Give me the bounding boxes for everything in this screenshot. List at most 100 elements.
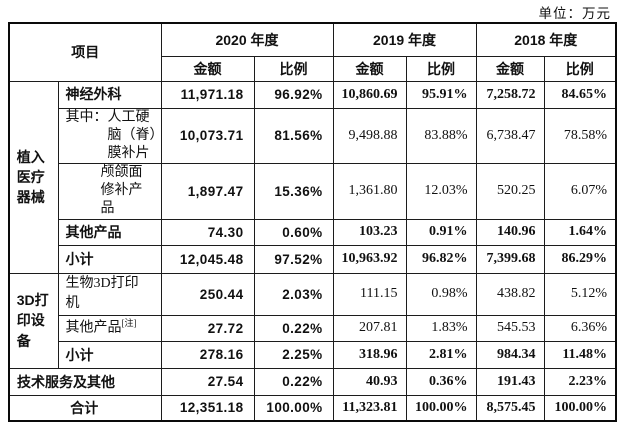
- cell-2018-amount: 6,738.47: [475, 107, 545, 165]
- header-year-2019: 2019 年度: [332, 22, 477, 57]
- group-label-3d-printing: 3D打印设备: [8, 272, 59, 369]
- cell-2018-ratio: 2.23%: [543, 367, 617, 396]
- table-row: 植入医疗器械 神经外科 11,971.18 96.92% 10,860.69 9…: [8, 80, 617, 274]
- row-label-prefix: 其中：: [65, 109, 108, 125]
- cell-2019-amount: 318.96: [332, 340, 407, 369]
- cell-2019-ratio: 95.91%: [405, 80, 477, 109]
- cell-2020-amount: 12,045.48: [160, 244, 255, 274]
- cell-2018-ratio: 6.07%: [543, 163, 617, 220]
- cell-2018-amount: 7,258.72: [475, 80, 545, 109]
- row-label: 其中： 人工硬脑（脊）膜补片: [57, 107, 162, 165]
- cell-2020-amount: 74.30: [160, 218, 255, 246]
- cell-2020-ratio: 97.52%: [253, 244, 334, 274]
- cell-2020-amount: 10,073.71: [160, 107, 255, 165]
- cell-2018-ratio: 6.36%: [543, 314, 617, 342]
- cell-2018-amount: 191.43: [475, 367, 545, 396]
- cell-2019-amount: 10,860.69: [332, 80, 407, 109]
- table-row: 3D打印设备 生物3D打印机 250.44 2.03% 111.15 0.98%…: [8, 272, 617, 369]
- cell-2020-ratio: 15.36%: [253, 163, 334, 220]
- cell-2019-amount: 40.93: [332, 367, 407, 396]
- cell-2020-amount: 1,897.47: [160, 163, 255, 220]
- row-label: 小计: [57, 340, 162, 369]
- cell-2018-amount: 984.34: [475, 340, 545, 369]
- cell-2018-amount: 140.96: [475, 218, 545, 246]
- cell-2019-ratio: 0.98%: [405, 272, 477, 316]
- row-label-name: 颅颌面修补产品: [100, 165, 143, 217]
- table-row: 其他产品[注] 27.72 0.22% 207.81 1.83% 545.53 …: [9, 314, 617, 342]
- cell-2019-ratio: 100.00%: [405, 394, 477, 422]
- cell-2019-ratio: 1.83%: [405, 314, 477, 342]
- footnote-marker: [注]: [121, 318, 137, 329]
- table-row: 小计 12,045.48 97.52% 10,963.92 96.82% 7,3…: [9, 244, 617, 274]
- cell-2018-ratio: 1.64%: [543, 218, 617, 246]
- cell-2020-ratio: 0.22%: [253, 367, 334, 396]
- cell-2018-amount: 520.25: [475, 163, 545, 220]
- row-label: 神经外科: [57, 80, 162, 109]
- cell-2019-amount: 11,323.81: [332, 394, 407, 422]
- cell-2019-amount: 207.81: [332, 314, 407, 342]
- cell-2019-ratio: 12.03%: [405, 163, 477, 220]
- cell-2019-ratio: 0.91%: [405, 218, 477, 246]
- row-label: 生物3D打印机: [57, 272, 162, 316]
- header-item: 项目: [8, 22, 162, 82]
- cell-2018-amount: 438.82: [475, 272, 545, 316]
- header-amount-2020: 金额: [160, 55, 255, 82]
- cell-2020-ratio: 0.60%: [253, 218, 334, 246]
- cell-2020-amount: 12,351.18: [160, 394, 255, 422]
- cell-2019-ratio: 0.36%: [405, 367, 477, 396]
- header-ratio-2019: 比例: [405, 55, 477, 82]
- row-label-name: 生物3D打印机: [65, 275, 139, 312]
- cell-2020-amount: 11,971.18: [160, 80, 255, 109]
- table-row: 其中： 人工硬脑（脊）膜补片 10,073.71 81.56% 9,498.88…: [9, 107, 617, 165]
- cell-2019-amount: 10,963.92: [332, 244, 407, 274]
- cell-2018-ratio: 78.58%: [543, 107, 617, 165]
- cell-2019-amount: 9,498.88: [332, 107, 407, 165]
- table-row: 颅颌面修补产品 1,897.47 15.36% 1,361.80 12.03% …: [9, 163, 617, 220]
- cell-2018-amount: 545.53: [475, 314, 545, 342]
- table-row: 小计 278.16 2.25% 318.96 2.81% 984.34 11.4…: [9, 340, 617, 369]
- cell-2018-amount: 7,399.68: [475, 244, 545, 274]
- row-label: 技术服务及其他: [8, 367, 162, 396]
- cell-2020-ratio: 2.25%: [253, 340, 334, 369]
- cell-2020-ratio: 81.56%: [253, 107, 334, 165]
- group-label-text: 3D打印设备: [16, 292, 49, 349]
- group-label-implant-devices: 植入医疗器械: [8, 80, 59, 274]
- cell-2020-ratio: 0.22%: [253, 314, 334, 342]
- header-amount-2019: 金额: [332, 55, 407, 82]
- cell-2020-ratio: 2.03%: [253, 272, 334, 316]
- cell-2020-amount: 250.44: [160, 272, 255, 316]
- cell-2018-amount: 8,575.45: [475, 394, 545, 422]
- row-label-name: 其他产品: [65, 320, 122, 336]
- cell-2020-amount: 27.54: [160, 367, 255, 396]
- table-row: 合计 12,351.18 100.00% 11,323.81 100.00% 8…: [8, 394, 617, 422]
- cell-2019-ratio: 83.88%: [405, 107, 477, 165]
- row-label: 其他产品[注]: [57, 314, 162, 342]
- cell-2019-amount: 103.23: [332, 218, 407, 246]
- cell-2020-ratio: 96.92%: [253, 80, 334, 109]
- revenue-breakdown-table: 项目 2020 年度 2019 年度 2018 年度 金额 比例 金额 比例 金…: [8, 22, 618, 423]
- cell-2018-ratio: 84.65%: [543, 80, 617, 109]
- cell-2018-ratio: 11.48%: [543, 340, 617, 369]
- header-ratio-2020: 比例: [253, 55, 334, 82]
- header-amount-2018: 金额: [475, 55, 545, 82]
- header-year-2018: 2018 年度: [475, 22, 617, 57]
- row-label: 合计: [8, 394, 162, 422]
- row-label: 其他产品: [57, 218, 162, 246]
- cell-2019-amount: 111.15: [332, 272, 407, 316]
- cell-2018-ratio: 5.12%: [543, 272, 617, 316]
- cell-2018-ratio: 86.29%: [543, 244, 617, 274]
- header-ratio-2018: 比例: [543, 55, 617, 82]
- cell-2020-ratio: 100.00%: [253, 394, 334, 422]
- cell-2018-ratio: 100.00%: [543, 394, 617, 422]
- row-label: 小计: [57, 244, 162, 274]
- cell-2020-amount: 278.16: [160, 340, 255, 369]
- row-label: 颅颌面修补产品: [57, 163, 162, 220]
- group-label-text: 植入医疗器械: [16, 148, 45, 206]
- cell-2019-ratio: 96.82%: [405, 244, 477, 274]
- unit-label: 单位：万元: [538, 6, 611, 21]
- cell-2019-amount: 1,361.80: [332, 163, 407, 220]
- cell-2020-amount: 27.72: [160, 314, 255, 342]
- table-row: 其他产品 74.30 0.60% 103.23 0.91% 140.96 1.6…: [9, 218, 617, 246]
- table-row: 技术服务及其他 27.54 0.22% 40.93 0.36% 191.43 2…: [8, 367, 617, 396]
- row-label-name: 人工硬脑（脊）膜补片: [107, 109, 157, 161]
